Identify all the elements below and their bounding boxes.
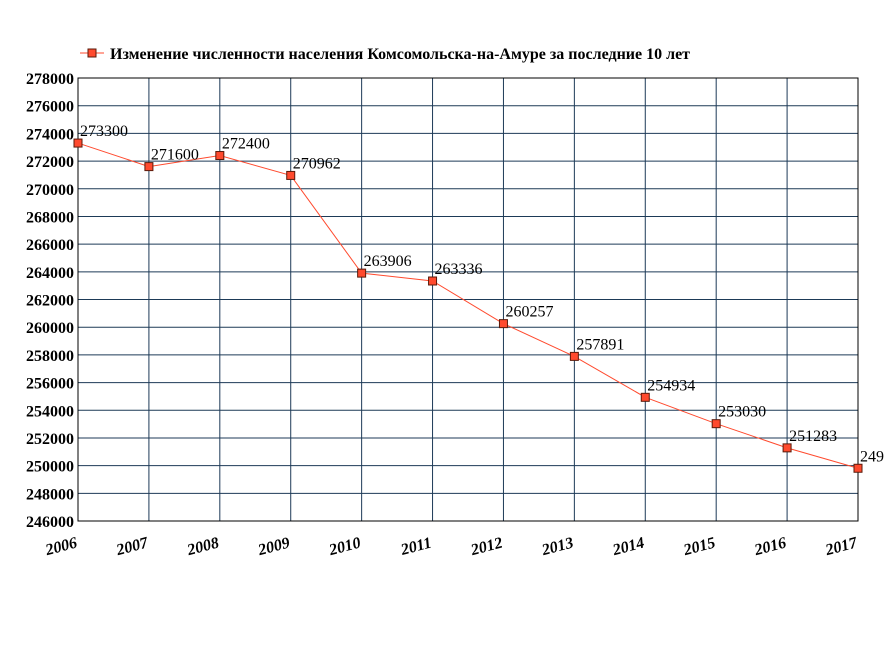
data-point — [357, 268, 367, 278]
x-tick-label: 2015 — [681, 534, 717, 559]
y-tick-label: 248000 — [26, 486, 74, 503]
y-tick-label: 276000 — [26, 99, 74, 116]
y-tick-label: 246000 — [26, 514, 74, 531]
data-point — [73, 138, 83, 148]
data-point — [144, 162, 154, 172]
data-label: 257891 — [576, 336, 624, 353]
data-label: 251283 — [789, 428, 837, 445]
y-tick-label: 252000 — [26, 431, 74, 448]
data-point — [640, 392, 650, 402]
x-tick-label: 2007 — [114, 534, 151, 559]
data-line — [77, 142, 859, 469]
y-tick-label: 264000 — [26, 265, 74, 282]
data-point — [215, 151, 225, 161]
x-tick-label: 2008 — [185, 534, 221, 559]
data-label: 271600 — [151, 147, 199, 164]
y-tick-label: 256000 — [26, 376, 74, 393]
y-tick-label: 274000 — [26, 126, 74, 143]
y-tick-label: 272000 — [26, 154, 74, 171]
data-point — [286, 170, 296, 180]
data-label: 254934 — [647, 377, 695, 394]
data-label: 260257 — [505, 304, 553, 321]
data-label: 253030 — [718, 404, 766, 421]
x-tick-label: 2006 — [43, 534, 79, 559]
data-label: 263336 — [435, 261, 483, 278]
y-tick-label: 278000 — [26, 71, 74, 88]
legend-label: Изменение численности населения Комсомол… — [110, 46, 690, 63]
y-tick-label: 254000 — [26, 403, 74, 420]
y-tick-label: 268000 — [26, 209, 74, 226]
x-tick-label: 2012 — [468, 534, 504, 559]
data-label: 272400 — [222, 136, 270, 153]
y-tick-label: 260000 — [26, 320, 74, 337]
y-tick-label: 266000 — [26, 237, 74, 254]
data-point — [782, 443, 792, 453]
data-point — [711, 419, 721, 429]
x-tick-label: 2014 — [610, 534, 646, 559]
y-tick-label: 262000 — [26, 293, 74, 310]
y-tick-label: 250000 — [26, 459, 74, 476]
plot-frame — [77, 77, 859, 522]
x-tick-label: 2010 — [326, 534, 362, 559]
y-tick-label: 270000 — [26, 182, 74, 199]
x-tick-label: 2011 — [398, 534, 433, 559]
x-tick-label: 2013 — [539, 534, 575, 559]
data-point — [569, 351, 579, 361]
data-label: 263906 — [364, 253, 412, 270]
y-tick-label: 258000 — [26, 348, 74, 365]
data-point — [853, 463, 863, 473]
data-label: 249810 — [860, 448, 884, 465]
x-tick-label: 2009 — [255, 534, 291, 559]
data-point — [498, 319, 508, 329]
x-tick-label: 2016 — [752, 534, 788, 559]
data-point — [428, 276, 438, 286]
x-tick-label: 2017 — [823, 534, 860, 559]
data-label: 270962 — [293, 155, 341, 172]
legend-marker — [87, 48, 97, 58]
data-label: 273300 — [80, 123, 128, 140]
